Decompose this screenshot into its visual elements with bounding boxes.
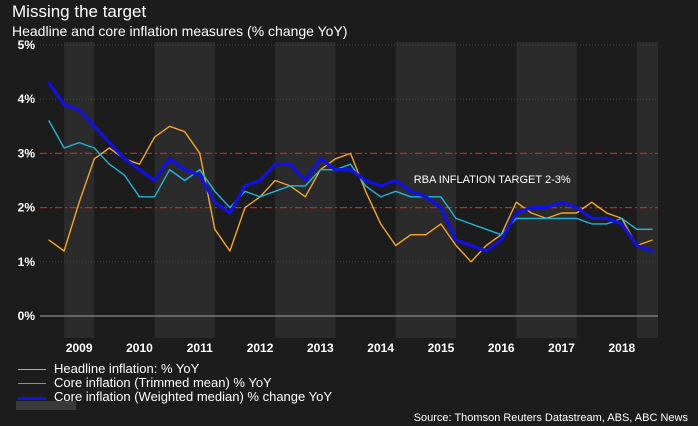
shade-layer <box>64 42 658 338</box>
x-tick-label: 2012 <box>247 341 274 355</box>
y-tick-label: 4% <box>18 92 36 106</box>
x-tick-label: 2013 <box>307 341 334 355</box>
legend-swatch-weighted-median <box>18 397 46 400</box>
legend-label-headline: Headline inflation: % YoY <box>54 361 200 376</box>
chart-title: Missing the target <box>12 2 147 21</box>
x-tick-label: 2014 <box>367 341 394 355</box>
shade-band-4 <box>516 42 577 338</box>
shade-band-2 <box>275 42 336 338</box>
shade-band-3 <box>395 42 457 338</box>
x-tick-label: 2009 <box>66 341 93 355</box>
target-label: RBA INFLATION TARGET 2-3% <box>414 174 571 186</box>
label-layer: 0% 1% 2% 3% 4% 5% 2009 2010 2011 2012 2013 2014 2015… <box>18 38 636 355</box>
shade-band-0 <box>64 42 95 338</box>
series-layer <box>47 81 654 263</box>
series-line-2 <box>47 81 654 253</box>
x-tick-label: 2010 <box>126 341 153 355</box>
shade-band-1 <box>154 42 215 338</box>
series-line-0 <box>48 125 653 263</box>
source-note: Source: Thomson Reuters Datastream, ABS,… <box>413 412 688 424</box>
shade-band-5 <box>636 42 658 338</box>
legend-label-weighted-median: Core inflation (Weighted median) % chang… <box>54 389 332 404</box>
grid-layer <box>40 44 658 317</box>
x-tick-label: 2011 <box>187 341 213 355</box>
y-tick-label: 0% <box>18 309 36 323</box>
x-tick-label: 2018 <box>608 341 635 355</box>
legend-label-trimmed-mean: Core inflation (Trimmed mean) % YoY <box>54 375 272 390</box>
series-line-1 <box>48 120 653 236</box>
legend-shade-swatch <box>16 401 76 410</box>
chart-subtitle: Headline and core inflation measures (% … <box>12 23 348 39</box>
x-tick-label: 2016 <box>488 341 515 355</box>
y-tick-label: 1% <box>18 255 36 269</box>
target-layer <box>40 152 658 209</box>
y-tick-label: 2% <box>18 201 36 215</box>
x-tick-label: 2015 <box>428 341 455 355</box>
y-tick-label: 3% <box>18 146 36 160</box>
x-tick-label: 2017 <box>548 341 575 355</box>
legend-swatch-trimmed-mean <box>18 383 46 384</box>
y-tick-label: 5% <box>18 38 36 52</box>
legend-swatch-headline <box>18 369 46 370</box>
